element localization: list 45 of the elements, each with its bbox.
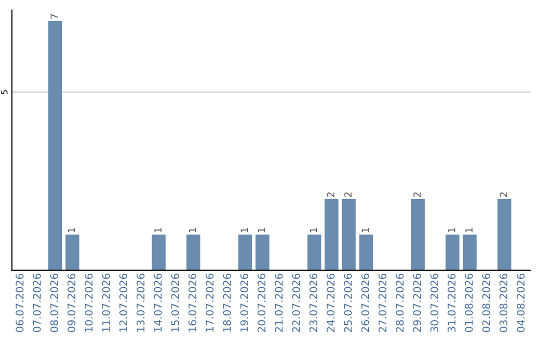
x-tick-label: 21.07.2026 xyxy=(274,274,283,332)
x-tick-label: 11.07.2026 xyxy=(102,274,110,332)
x-tick-label: 07.07.2026 xyxy=(32,274,41,332)
x-tick-label: 18.07.2026 xyxy=(223,274,231,332)
data-label: 2 xyxy=(413,192,421,197)
x-tick-label: 22.07.2026 xyxy=(292,274,300,332)
x-tick-label: 14.07.2026 xyxy=(154,274,162,332)
x-tick-label: 30.07.2026 xyxy=(430,274,438,332)
data-label: 1 xyxy=(154,228,162,232)
data-label: 1 xyxy=(258,228,266,232)
x-tick-label: 27.07.2026 xyxy=(378,274,386,332)
x-tick-label: 15.07.2026 xyxy=(171,274,180,332)
data-label: 1 xyxy=(240,228,248,232)
x-tick-label: 19.07.2026 xyxy=(240,274,248,332)
data-label: 1 xyxy=(448,228,456,232)
x-tick-label: 12.07.2026 xyxy=(119,274,128,332)
data-label: 7 xyxy=(50,14,58,19)
data-label: 2 xyxy=(327,192,334,197)
x-tick-label: 24.07.2026 xyxy=(326,274,335,332)
data-label: 2 xyxy=(344,192,352,197)
data-label: 1 xyxy=(310,228,317,232)
x-tick-label: 10.07.2026 xyxy=(84,274,93,332)
x-tick-label: 28.07.2026 xyxy=(396,274,404,332)
x-tick-label: 29.07.2026 xyxy=(413,274,421,332)
x-tick-label: 31.07.2026 xyxy=(448,274,456,332)
x-tick-label: 23.07.2026 xyxy=(309,274,318,332)
data-label: 1 xyxy=(362,228,369,232)
data-label: 1 xyxy=(188,228,196,232)
data-label: 1 xyxy=(465,228,472,232)
x-tick-label: 26.07.2026 xyxy=(361,274,370,332)
x-tick-label: 06.07.2026 xyxy=(16,274,24,332)
x-tick-label: 09.07.2026 xyxy=(68,274,76,332)
x-tick-label: 03.08.2026 xyxy=(500,274,508,332)
x-tick-label: 04.08.2026 xyxy=(516,274,525,332)
data-label: 2 xyxy=(500,192,508,197)
x-tick-label: 01.08.2026 xyxy=(464,274,473,332)
data-label: 1 xyxy=(68,228,76,232)
x-tick-label: 08.07.2026 xyxy=(50,274,58,332)
y-tick-label: 5 xyxy=(1,90,8,94)
x-tick-label: 16.07.2026 xyxy=(188,274,196,332)
x-tick-label: 20.07.2026 xyxy=(258,274,266,332)
x-tick-label: 17.07.2026 xyxy=(206,274,214,332)
x-tick-label: 13.07.2026 xyxy=(136,274,144,332)
x-tick-label: 25.07.2026 xyxy=(344,274,352,332)
x-tick-label: 02.08.2026 xyxy=(482,274,490,332)
